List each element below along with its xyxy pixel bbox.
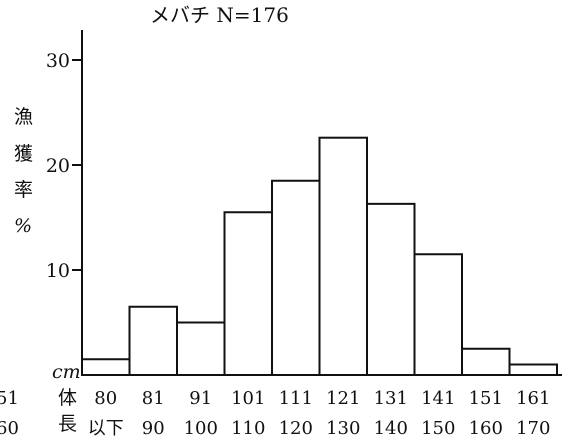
x-tick-label-bottom: 以下 — [88, 418, 124, 438]
x-tick-label-bottom: 140 — [374, 418, 408, 438]
histogram-bar — [508, 363, 558, 376]
left-cut-label: 51 — [0, 388, 19, 409]
x-tick-label-bottom: 150 — [421, 418, 455, 438]
x-tick-label-bottom: 130 — [326, 418, 360, 438]
y-axis-label-char: 漁 — [14, 106, 33, 128]
histogram-bar — [413, 253, 463, 376]
x-tick-label-top: 101 — [231, 388, 265, 409]
x-tick-label-top: 111 — [279, 388, 313, 409]
y-axis-label-char: 率 — [14, 179, 33, 201]
histogram-bar — [223, 211, 273, 376]
y-tick-label: 10 — [46, 260, 70, 282]
left-cut-label: 60 — [0, 418, 19, 438]
histogram-bar — [176, 321, 226, 376]
x-tick-label-bottom: 90 — [142, 418, 165, 438]
x-tick-labels: 80 以下 81 90 91 100 101 110 111 120 121 130 131 140 141… — [88, 388, 551, 438]
x-axis-label-char: 体 — [58, 387, 77, 409]
y-ticks: 10 20 30 — [46, 50, 82, 282]
x-tick-label-top: 141 — [421, 388, 455, 409]
chart-title: メバチ N=176 — [150, 3, 289, 27]
histogram-bar — [128, 305, 178, 376]
x-tick-label-bottom: 110 — [231, 418, 265, 438]
histogram-bar — [271, 179, 321, 376]
y-tick-label: 20 — [46, 155, 70, 177]
x-axis-label-char: 長 — [58, 413, 77, 435]
y-axis-label-char: 獲 — [14, 143, 33, 165]
bars — [81, 136, 558, 376]
x-tick-label-top: 121 — [326, 388, 360, 409]
x-tick-label-top: 161 — [516, 388, 550, 409]
x-tick-label-top: 131 — [374, 388, 408, 409]
x-tick-label-bottom: 120 — [279, 418, 313, 438]
x-tick-label-top: 151 — [469, 388, 503, 409]
y-tick-label: 30 — [46, 50, 70, 72]
x-unit-label: cm — [52, 361, 81, 383]
histogram-bar — [81, 358, 131, 376]
x-tick-label-top: 80 — [94, 388, 117, 409]
histogram-bar — [461, 347, 511, 376]
x-tick-label-bottom: 170 — [516, 418, 550, 438]
x-tick-label-bottom: 160 — [469, 418, 503, 438]
histogram-bar — [366, 202, 416, 376]
y-axis-label-char: % — [14, 215, 32, 237]
y-axis-label: 漁 獲 率 % — [14, 106, 33, 237]
x-tick-label-top: 91 — [189, 388, 212, 409]
x-tick-label-bottom: 100 — [184, 418, 218, 438]
histogram-bar — [318, 136, 368, 376]
x-tick-label-top: 81 — [142, 388, 165, 409]
